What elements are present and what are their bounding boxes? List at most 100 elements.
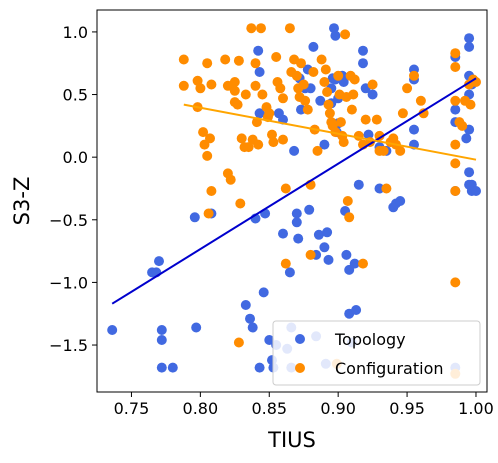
configuration-point xyxy=(202,150,213,161)
legend-label-topology: Topology xyxy=(334,330,406,349)
configuration-point xyxy=(250,58,261,69)
topology-point xyxy=(358,58,368,69)
configuration-point xyxy=(409,70,419,81)
legend-box xyxy=(272,320,481,386)
topology-point xyxy=(363,129,374,140)
topology-point xyxy=(395,196,406,206)
x-tick-label: 0.85 xyxy=(251,399,287,418)
configuration-point xyxy=(418,108,429,119)
topology-point xyxy=(450,104,461,115)
configuration-point xyxy=(308,67,319,77)
plot-frame xyxy=(96,9,488,393)
topology-point xyxy=(167,362,178,373)
topology-point xyxy=(289,145,300,156)
topology-point xyxy=(154,256,164,267)
topology-point xyxy=(464,33,475,44)
topology-point xyxy=(247,322,258,333)
configuration-point xyxy=(302,104,313,115)
configuration-point xyxy=(206,79,217,90)
y-axis: −1.5 −1.0 −0.5 0.0 0.5 1.0 xyxy=(49,23,97,355)
topology-point xyxy=(304,204,315,215)
topology-point xyxy=(322,227,333,238)
configuration-point xyxy=(202,58,213,69)
trend-lines-layer xyxy=(111,77,477,305)
configuration-point xyxy=(232,99,243,110)
configuration-point xyxy=(264,108,275,119)
configuration-point xyxy=(344,212,355,223)
configuration-point xyxy=(233,337,244,348)
legend-marker-topology xyxy=(295,334,305,344)
topology-point xyxy=(308,41,319,52)
topology-point xyxy=(329,23,339,34)
y-axis-label: S3-Z xyxy=(10,177,34,226)
topology-point xyxy=(291,217,302,228)
topology-point xyxy=(374,183,385,194)
configuration-point xyxy=(235,198,246,209)
legend-marker-configuration xyxy=(295,363,305,373)
points-layer xyxy=(107,23,481,379)
topology-point xyxy=(258,287,269,298)
configuration-point xyxy=(450,139,461,150)
configuration-point xyxy=(367,79,378,90)
configuration-point xyxy=(324,108,335,119)
configuration-point xyxy=(256,23,266,34)
configuration-point xyxy=(333,70,344,81)
topology-point xyxy=(240,300,251,310)
configuration-point xyxy=(320,64,331,75)
topology-point xyxy=(464,179,475,190)
configuration-point xyxy=(395,145,406,156)
configuration-point xyxy=(374,130,385,141)
configuration-point xyxy=(206,186,217,196)
configuration-point xyxy=(358,258,368,269)
y-tick-label: −1.0 xyxy=(49,273,88,292)
configuration-point xyxy=(278,93,288,104)
topology-point xyxy=(293,233,304,244)
configuration-point xyxy=(178,54,189,65)
configuration-point xyxy=(236,133,247,144)
configuration-point xyxy=(397,108,408,119)
topology-point xyxy=(245,313,255,324)
configuration-point xyxy=(381,183,392,194)
configuration-point xyxy=(349,74,360,85)
configuration-point xyxy=(348,89,359,100)
x-axis-label: TIUS xyxy=(267,428,316,452)
configuration-point xyxy=(203,208,214,219)
y-tick-label: −0.5 xyxy=(49,211,88,230)
topology-point xyxy=(264,335,275,345)
topology-point xyxy=(284,267,295,278)
y-tick-label: 0.0 xyxy=(63,148,88,167)
configuration-point xyxy=(322,87,333,97)
configuration-point xyxy=(195,83,206,94)
topology-point xyxy=(409,124,419,135)
configuration-point xyxy=(402,83,413,94)
configuration-point xyxy=(335,117,346,128)
configuration-point xyxy=(316,54,327,65)
topology-point xyxy=(319,242,330,253)
configuration-point xyxy=(240,89,251,100)
configuration-point xyxy=(267,129,277,140)
configuration-point xyxy=(278,134,288,145)
configuration-point xyxy=(246,23,257,34)
x-tick-label: 0.95 xyxy=(389,399,425,418)
topology-point xyxy=(254,108,265,119)
topology-point xyxy=(358,45,368,56)
configuration-point xyxy=(257,89,268,100)
legend-label-configuration: Configuration xyxy=(335,359,444,378)
configuration-point xyxy=(353,130,364,141)
configuration-point xyxy=(229,85,240,96)
configuration-point xyxy=(342,196,353,206)
topology-trend-line xyxy=(111,77,477,305)
configuration-point xyxy=(225,174,236,185)
topology-point xyxy=(254,362,265,373)
x-tick-label: 0.80 xyxy=(183,399,219,418)
topology-point xyxy=(464,167,475,178)
configuration-point xyxy=(220,54,231,65)
x-tick-label: 0.90 xyxy=(320,399,356,418)
topology-point xyxy=(107,325,118,335)
topology-point xyxy=(351,305,362,315)
configuration-point xyxy=(450,62,461,72)
topology-point xyxy=(323,254,334,265)
y-tick-label: 1.0 xyxy=(63,23,88,42)
configuration-point xyxy=(319,77,330,87)
